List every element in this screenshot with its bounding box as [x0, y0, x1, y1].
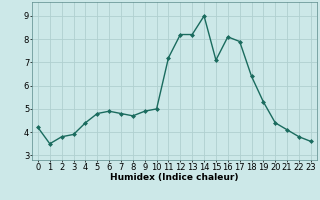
X-axis label: Humidex (Indice chaleur): Humidex (Indice chaleur): [110, 173, 239, 182]
